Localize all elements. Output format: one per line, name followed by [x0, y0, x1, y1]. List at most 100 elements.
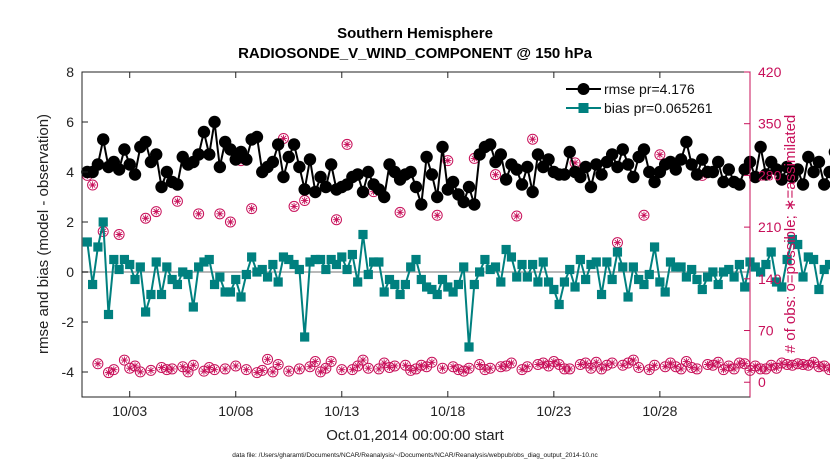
- rmse-point: [648, 175, 661, 189]
- rmse-point: [377, 190, 391, 204]
- obs-count-point: [357, 354, 369, 366]
- rmse-point: [494, 148, 508, 161]
- bias-point: [422, 282, 432, 292]
- obs-count-point: [330, 214, 342, 226]
- bias-point: [167, 274, 177, 285]
- obs-count-point: [336, 364, 348, 376]
- obs-assimilated-marker: [566, 365, 574, 373]
- rmse-point: [775, 173, 789, 186]
- obs-assimilated-marker: [216, 210, 224, 218]
- obs-possible-marker: [336, 364, 348, 376]
- bias-point: [162, 262, 172, 272]
- obs-assimilated-marker: [242, 366, 250, 374]
- obs-possible-marker: [527, 133, 539, 145]
- obs-assimilated-marker: [115, 230, 123, 239]
- obs-possible-marker: [267, 366, 279, 378]
- obs-count-point: [484, 362, 496, 374]
- obs-assimilated-marker: [391, 362, 399, 370]
- rmse-point: [287, 138, 301, 151]
- obs-assimilated-marker: [423, 363, 431, 371]
- rmse-point: [356, 185, 370, 199]
- obs-assimilated-marker: [152, 208, 160, 216]
- bias-point: [512, 272, 522, 282]
- obs-count-point: [187, 359, 199, 371]
- obs-count-point: [325, 356, 337, 368]
- legend-box: [563, 78, 743, 118]
- obs-possible-marker: [654, 149, 666, 161]
- bias-point: [793, 239, 803, 250]
- bias-point: [204, 254, 214, 265]
- bias-point: [750, 262, 760, 272]
- obs-assimilated-marker: [661, 363, 669, 371]
- bias-point: [135, 262, 145, 272]
- rmse-point: [91, 158, 105, 171]
- obs-possible-marker: [490, 169, 502, 181]
- rmse-point: [319, 180, 333, 194]
- rmse-point: [250, 130, 264, 144]
- bias-point: [294, 264, 304, 275]
- obs-assimilated-marker: [120, 356, 129, 364]
- rmse-point: [616, 143, 629, 156]
- bias-point: [649, 242, 660, 252]
- obs-assimilated-marker: [513, 212, 521, 220]
- rmse-point: [674, 153, 688, 166]
- bias-point: [464, 342, 474, 352]
- obs-possible-marker: [219, 363, 231, 375]
- legend-bias-label: bias pr=0.065261: [604, 100, 713, 116]
- bias-point: [289, 259, 299, 270]
- obs-possible-marker: [320, 362, 332, 374]
- obs-assimilated-marker: [89, 181, 97, 189]
- bias-point: [400, 279, 410, 290]
- bias-point: [82, 237, 92, 247]
- obs-assimilated-marker: [142, 214, 150, 222]
- x-axis-label: Oct.01,2014 00:00:00 start: [326, 427, 504, 444]
- y-left-tick-label: 2: [66, 214, 74, 230]
- obs-assimilated-marker: [476, 360, 484, 369]
- bias-point: [697, 284, 707, 295]
- rmse-point: [510, 163, 523, 176]
- rmse-point: [690, 168, 704, 181]
- bias-point: [591, 257, 601, 267]
- bias-point: [639, 279, 649, 290]
- rmse-point: [484, 138, 497, 151]
- bias-point: [390, 279, 400, 290]
- obs-possible-marker: [357, 354, 369, 366]
- obs-assimilated-marker: [332, 216, 341, 224]
- obs-assimilated-marker: [375, 365, 383, 373]
- bias-point: [602, 257, 612, 267]
- obs-assimilated-marker: [810, 358, 818, 366]
- obs-possible-marker: [288, 200, 300, 212]
- obs-assimilated-marker: [788, 361, 797, 369]
- obs-possible-marker: [564, 363, 576, 375]
- obs-assimilated-marker: [226, 218, 235, 226]
- rmse-point: [531, 148, 545, 161]
- bias-point: [130, 274, 140, 285]
- obs-assimilated-marker: [486, 364, 494, 372]
- obs-possible-marker: [140, 212, 152, 224]
- obs-assimilated-marker: [401, 361, 409, 369]
- bias-point: [146, 289, 156, 300]
- obs-assimilated-marker: [263, 355, 272, 363]
- obs-assimilated-marker: [232, 362, 240, 370]
- bias-point: [660, 287, 670, 297]
- bias-point: [98, 217, 108, 227]
- rmse-point: [584, 180, 598, 194]
- bias-point: [586, 259, 596, 270]
- rmse-point: [457, 195, 470, 209]
- rmse-point: [266, 155, 280, 169]
- obs-assimilated-marker: [656, 151, 664, 159]
- rmse-point: [192, 148, 205, 161]
- bias-point: [676, 262, 686, 272]
- bias-point: [480, 254, 490, 265]
- obs-assimilated-marker: [94, 360, 102, 368]
- obs-count-point: [262, 353, 274, 365]
- bias-point: [321, 264, 331, 275]
- obs-possible-marker: [118, 354, 130, 366]
- obs-assimilated-marker: [608, 359, 616, 367]
- bias-point: [575, 254, 585, 265]
- rmse-point: [515, 178, 529, 191]
- obs-assimilated-marker: [348, 366, 356, 374]
- obs-possible-marker: [633, 361, 645, 373]
- legend: rmse pr=4.176 bias pr=0.065261: [563, 78, 743, 118]
- bias-point: [623, 292, 633, 302]
